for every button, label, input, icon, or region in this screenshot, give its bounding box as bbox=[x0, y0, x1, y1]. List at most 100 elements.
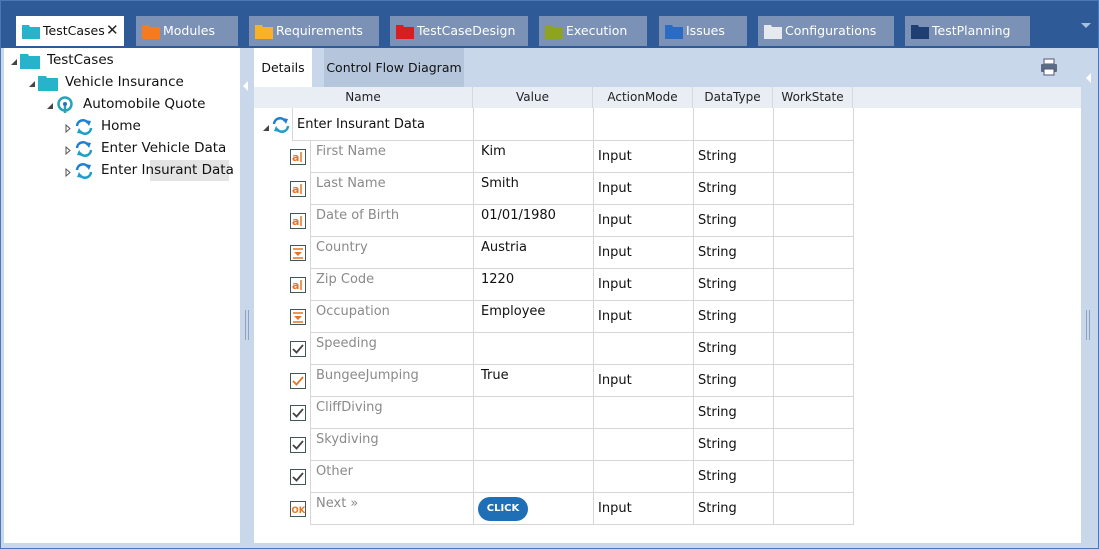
detail-tab[interactable]: Control Flow Diagram bbox=[324, 48, 464, 87]
module-tab[interactable]: TestPlanning bbox=[905, 16, 1030, 46]
field-name: First Name bbox=[316, 144, 386, 159]
grid-line bbox=[853, 396, 854, 429]
icon-part bbox=[292, 440, 304, 450]
icon-part bbox=[1086, 310, 1087, 340]
module-tab[interactable]: Execution bbox=[539, 16, 647, 46]
grid-line bbox=[310, 460, 311, 493]
grid-line bbox=[593, 268, 594, 301]
icon-part bbox=[294, 316, 302, 320]
tab-icon bbox=[665, 23, 683, 39]
icon-part bbox=[22, 25, 40, 39]
tree-label[interactable]: Vehicle Insurance bbox=[65, 74, 184, 90]
icon-part bbox=[47, 103, 53, 109]
data-type: String bbox=[698, 437, 737, 452]
tree-expander[interactable] bbox=[64, 122, 72, 134]
action-mode[interactable]: Input bbox=[598, 181, 632, 196]
action-mode[interactable]: Input bbox=[598, 213, 632, 228]
tree-expander[interactable] bbox=[46, 100, 54, 109]
icon-part bbox=[245, 310, 246, 340]
tree-label[interactable]: Enter Insurant Data bbox=[101, 162, 234, 178]
icon-part bbox=[290, 405, 306, 421]
icon-part bbox=[290, 373, 306, 389]
tab-menu-arrow[interactable] bbox=[1080, 20, 1092, 30]
field-value[interactable]: Austria bbox=[481, 240, 527, 255]
column-header[interactable]: ActionMode bbox=[593, 87, 693, 108]
grid-line bbox=[473, 268, 474, 301]
module-tab[interactable]: TestCases ✕ bbox=[16, 16, 124, 46]
icon-part bbox=[65, 145, 71, 156]
tree-label[interactable]: Enter Vehicle Data bbox=[101, 140, 227, 156]
tab-close[interactable]: ✕ bbox=[106, 21, 119, 39]
tree-icon bbox=[74, 118, 94, 136]
tab-label: Issues bbox=[686, 23, 725, 38]
column-header[interactable]: Value bbox=[473, 87, 593, 108]
icon-part bbox=[290, 405, 306, 421]
grid-line bbox=[310, 300, 311, 333]
grid-line bbox=[310, 428, 311, 461]
data-type: String bbox=[698, 181, 737, 196]
icon-part bbox=[142, 25, 160, 39]
icon-part bbox=[11, 59, 17, 65]
data-type: String bbox=[698, 309, 737, 324]
field-name: Skydiving bbox=[316, 432, 379, 447]
field-value[interactable]: Employee bbox=[481, 304, 546, 319]
grid-line bbox=[693, 140, 694, 173]
icon-part bbox=[63, 102, 67, 106]
icon-part: a bbox=[290, 277, 306, 293]
icon-part: a bbox=[292, 151, 299, 164]
tree-expander[interactable] bbox=[10, 56, 18, 65]
module-tab[interactable]: Configurations bbox=[758, 16, 894, 46]
grid-line bbox=[593, 108, 594, 141]
tree-expander[interactable] bbox=[64, 166, 72, 178]
tree-label[interactable]: Home bbox=[101, 118, 141, 134]
control-icon bbox=[290, 405, 306, 421]
detail-tab[interactable]: Details bbox=[254, 48, 312, 87]
icon-part bbox=[282, 118, 288, 124]
icon-part: a bbox=[290, 149, 306, 165]
column-header[interactable]: WorkState bbox=[773, 87, 853, 108]
icon-part bbox=[1081, 23, 1091, 28]
grid-line bbox=[310, 364, 311, 397]
field-name: Speeding bbox=[316, 336, 377, 351]
field-value[interactable]: 1220 bbox=[481, 272, 515, 287]
column-header[interactable]: DataType bbox=[693, 87, 773, 108]
icon-part bbox=[290, 437, 306, 453]
module-tab[interactable]: Issues bbox=[659, 16, 747, 46]
tab-label: TestCases bbox=[43, 23, 105, 38]
grid-line bbox=[593, 332, 594, 365]
column-header[interactable]: Name bbox=[254, 87, 473, 108]
tab-label: Requirements bbox=[276, 23, 363, 38]
group-expander[interactable] bbox=[262, 121, 270, 131]
click-button[interactable]: CLICK bbox=[478, 497, 528, 521]
grid-line bbox=[292, 108, 293, 141]
tree-label[interactable]: TestCases bbox=[47, 52, 114, 68]
icon-part bbox=[1041, 58, 1057, 76]
print-button[interactable] bbox=[1040, 58, 1058, 76]
grid-line bbox=[593, 364, 594, 397]
tree-expander[interactable] bbox=[28, 78, 36, 87]
action-mode[interactable]: Input bbox=[598, 149, 632, 164]
field-value[interactable]: True bbox=[481, 368, 509, 383]
icon-part bbox=[290, 469, 306, 485]
field-value[interactable]: Kim bbox=[481, 144, 506, 159]
field-value[interactable]: 01/01/1980 bbox=[481, 208, 556, 223]
module-tab[interactable]: Requirements bbox=[249, 16, 379, 46]
field-name: CliffDiving bbox=[316, 400, 383, 415]
data-type: String bbox=[698, 341, 737, 356]
action-mode[interactable]: Input bbox=[598, 373, 632, 388]
icon-part bbox=[911, 25, 929, 39]
grid-line bbox=[853, 108, 854, 141]
icon-part bbox=[292, 472, 304, 482]
icon-part: a bbox=[292, 215, 299, 228]
tree-label[interactable]: Automobile Quote bbox=[83, 96, 206, 112]
action-mode[interactable]: Input bbox=[598, 501, 632, 516]
icon-part bbox=[20, 54, 40, 69]
module-tab[interactable]: TestCaseDesign bbox=[390, 16, 528, 46]
action-mode[interactable]: Input bbox=[598, 309, 632, 324]
action-mode[interactable]: Input bbox=[598, 277, 632, 292]
action-mode[interactable]: Input bbox=[598, 245, 632, 260]
icon-part bbox=[1081, 23, 1091, 28]
tree-expander[interactable] bbox=[64, 144, 72, 156]
module-tab[interactable]: Modules bbox=[136, 16, 238, 46]
field-value[interactable]: Smith bbox=[481, 176, 519, 191]
